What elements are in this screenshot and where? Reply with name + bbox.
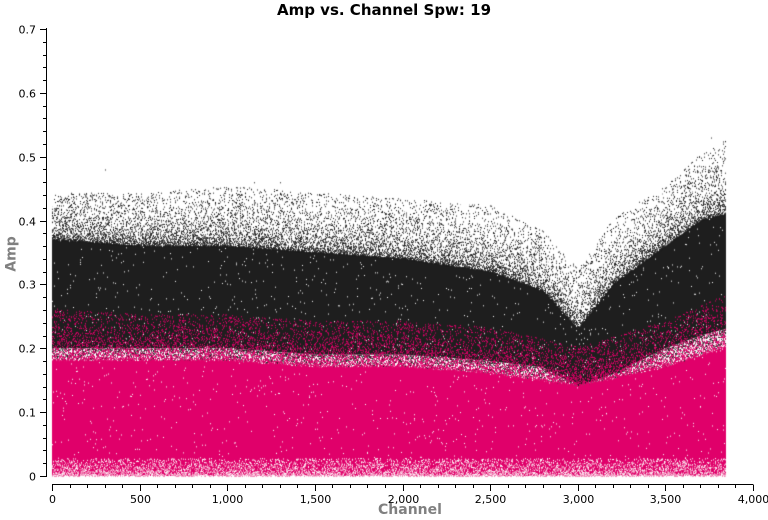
x-tick-label: 2,500 <box>475 493 507 506</box>
y-tick-label: 0.5 <box>19 152 37 165</box>
x-tick-label: 0 <box>49 493 56 506</box>
y-tick-label: 0.7 <box>19 24 37 37</box>
x-tick-label: 2,000 <box>388 493 420 506</box>
x-tick-label: 1,000 <box>212 493 244 506</box>
x-tick-label: 3,500 <box>650 493 682 506</box>
y-tick-label: 0 <box>29 471 36 484</box>
x-tick-label: 1,500 <box>300 493 332 506</box>
x-tick-label: 4,000 <box>738 493 768 506</box>
y-tick-label: 0.2 <box>19 343 37 356</box>
x-tick-label: 3,000 <box>563 493 595 506</box>
x-tick-label: 500 <box>130 493 151 506</box>
y-tick-label: 0.1 <box>19 407 37 420</box>
y-tick-label: 0.4 <box>19 216 37 229</box>
y-tick-label: 0.6 <box>19 88 37 101</box>
axes: 0 0.1 0.2 0.3 0.4 0.5 0.6 0.7 0 500 1,000 1,500 2,00… <box>19 24 768 507</box>
y-tick-label: 0.3 <box>19 279 37 292</box>
